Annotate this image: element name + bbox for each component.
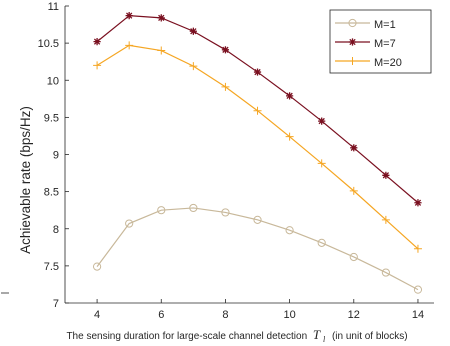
axes: 4 6 8 10 12 14 7 7.5 8 8.5 9 9.5 10 10.5 11 <box>1 1 434 321</box>
data-point-plus <box>349 186 358 195</box>
data-point-circle <box>221 208 230 217</box>
data-point-circle <box>92 262 102 271</box>
data-point-asterisk <box>348 38 357 46</box>
legend-label: M=20 <box>374 57 402 69</box>
x-tick-label: 8 <box>222 309 228 321</box>
x-tick-label: 6 <box>158 309 164 321</box>
y-tick-label: 9 <box>53 150 59 162</box>
data-point-plus <box>413 244 422 253</box>
legend-box <box>329 9 432 74</box>
data-point-asterisk <box>93 38 101 46</box>
x-axis-title-symbol: T <box>313 327 321 342</box>
series-line <box>96 207 419 291</box>
y-tick-label: 10 <box>47 75 59 87</box>
x-tick-label: 14 <box>412 309 424 321</box>
x-axis-title-symbol-sub: l <box>323 335 326 344</box>
data-point-asterisk <box>318 117 326 125</box>
data-point-asterisk <box>253 68 262 76</box>
data-point-circle <box>348 18 357 28</box>
x-axis-title: The sensing duration for large-scale cha… <box>66 327 407 345</box>
data-point-asterisk <box>382 171 390 179</box>
data-point-plus <box>221 82 230 91</box>
data-point-plus <box>317 159 326 168</box>
data-point-plus <box>189 62 198 71</box>
data-point-plus <box>253 106 262 115</box>
x-axis-title-suffix: (in unit of blocks) <box>332 331 408 342</box>
series-m-1 <box>92 203 423 294</box>
data-point-plus <box>381 215 390 224</box>
data-point-circle <box>189 203 198 213</box>
data-point-plus <box>125 41 134 50</box>
data-point-asterisk <box>221 46 230 54</box>
data-point-asterisk <box>157 14 165 22</box>
x-axis-title-text: The sensing duration for large-scale cha… <box>66 331 307 342</box>
y-tick-label: 8.5 <box>44 187 59 199</box>
y-tick-label: 10.5 <box>38 38 59 50</box>
data-point-plus <box>157 46 166 55</box>
series-line <box>96 44 419 250</box>
data-point-circle <box>381 268 390 277</box>
legend-label: M=1 <box>374 19 396 31</box>
series-layer <box>92 12 423 294</box>
y-tick-label: 7 <box>53 298 59 310</box>
data-point-circle <box>253 215 262 224</box>
x-tick-label: 12 <box>348 309 360 321</box>
legend: M=1 M=7 M=20 <box>329 9 432 74</box>
data-point-circle <box>317 238 326 247</box>
data-point-asterisk <box>125 12 133 20</box>
data-point-circle <box>157 206 166 215</box>
series-m-7 <box>93 12 422 207</box>
x-tick-label: 4 <box>94 309 100 321</box>
y-axis-title: Achievable rate (bps/Hz) <box>18 106 33 254</box>
data-point-circle <box>285 226 294 235</box>
data-point-plus <box>285 132 294 141</box>
data-point-asterisk <box>414 199 422 207</box>
data-point-plus <box>348 57 357 65</box>
legend-item: M=20 <box>335 57 402 69</box>
series-m-20 <box>93 41 422 253</box>
data-point-asterisk <box>350 144 358 152</box>
legend-item: M=1 <box>335 18 396 31</box>
data-point-asterisk <box>189 27 197 35</box>
data-point-asterisk <box>286 92 294 100</box>
data-point-circle <box>413 285 423 294</box>
y-tick-label: 9.5 <box>44 112 59 124</box>
legend-item: M=7 <box>335 38 396 50</box>
y-tick-label: 7.5 <box>44 261 59 273</box>
legend-label: M=7 <box>374 38 396 50</box>
data-point-plus <box>93 61 102 70</box>
data-point-circle <box>349 252 358 262</box>
y-tick-label: 11 <box>48 1 59 13</box>
data-point-circle <box>125 219 134 228</box>
x-tick-label: 10 <box>283 309 295 321</box>
y-tick-label: 8 <box>53 224 59 236</box>
